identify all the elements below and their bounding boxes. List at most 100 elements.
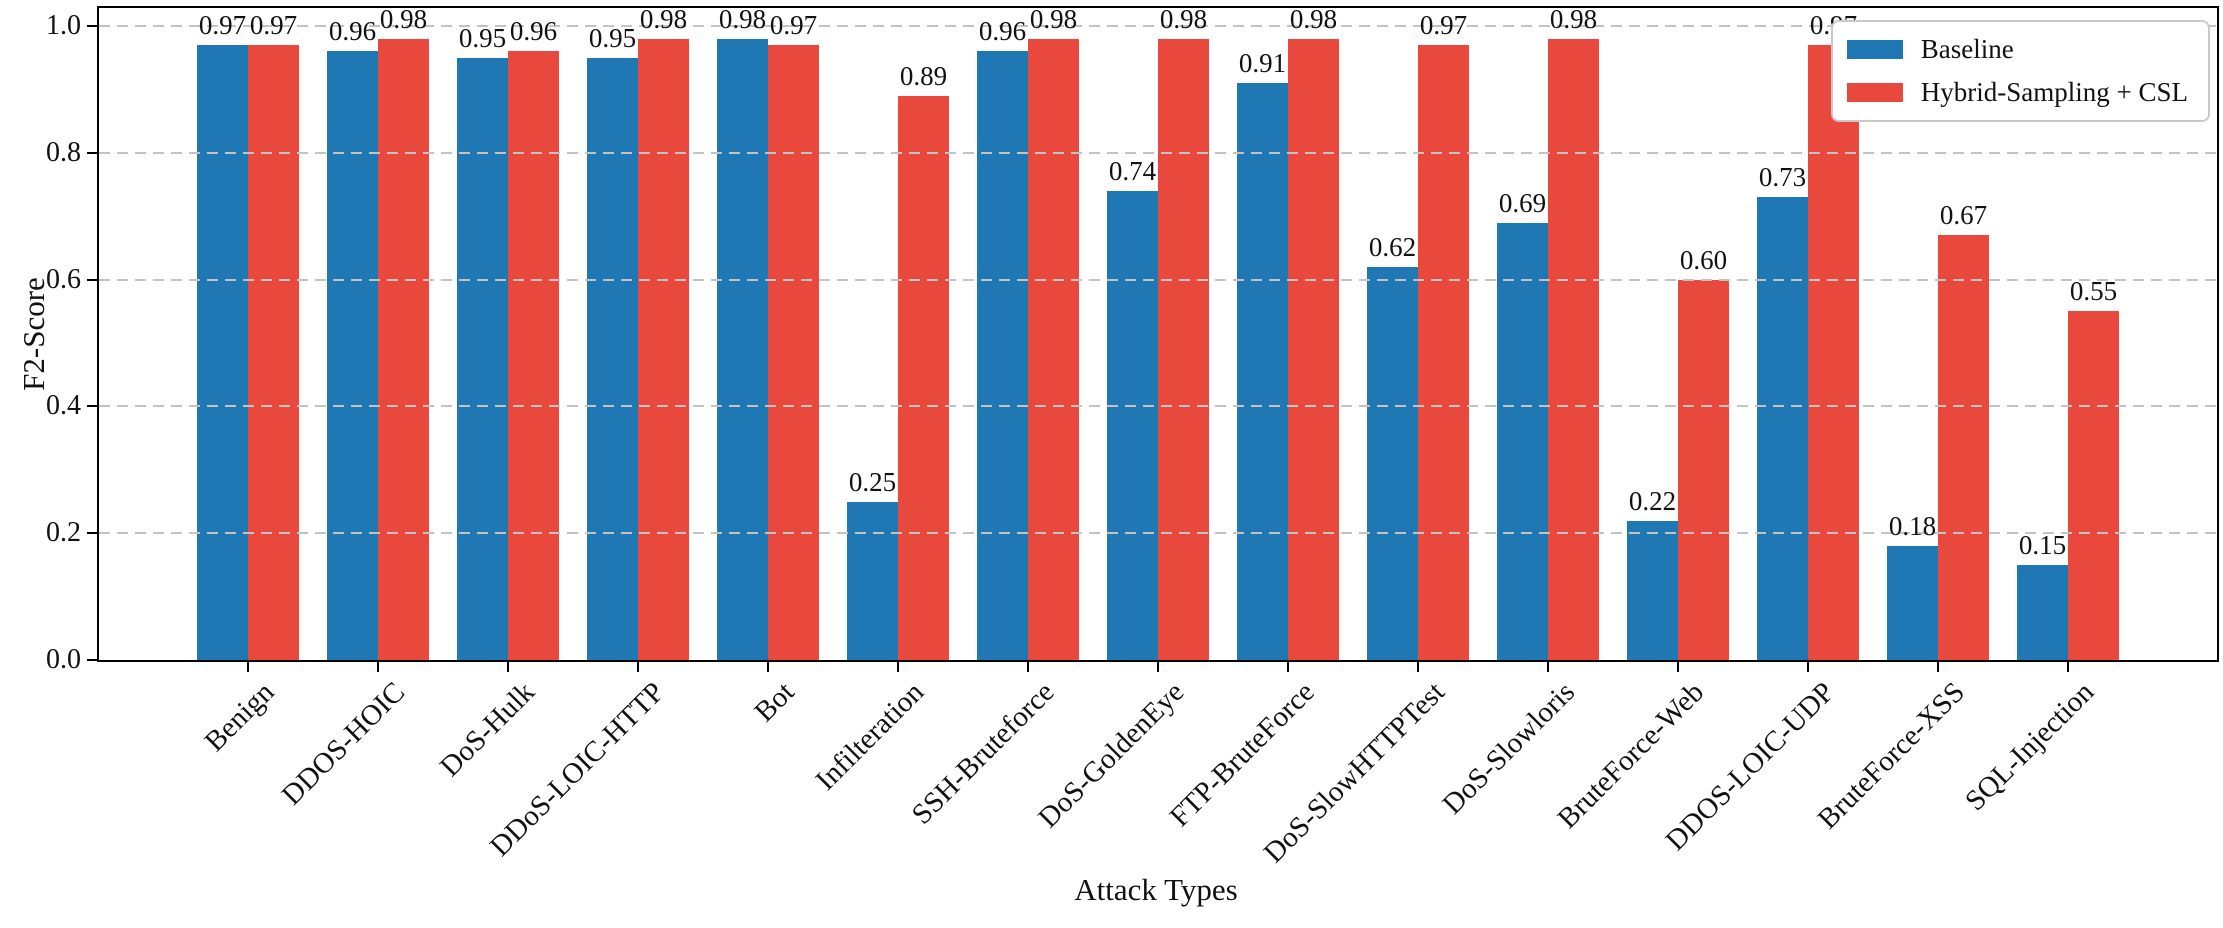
y-tick-label: 0.2 — [46, 517, 81, 549]
bar-hybrid-dos-slowhttptest — [1418, 45, 1469, 660]
x-tick-label: Bot — [748, 676, 801, 729]
gridline — [99, 151, 2217, 154]
legend-swatch-hybrid — [1846, 83, 1903, 102]
bar-hybrid-dos-slowloris — [1548, 38, 1599, 660]
y-tick-mark — [87, 532, 97, 535]
x-tick-mark — [1807, 662, 1809, 672]
bar-value-label: 0.62 — [1368, 231, 1417, 262]
bar-value-label: 0.97 — [1419, 10, 1468, 41]
x-tick-label: SQL-Injection — [1959, 676, 2101, 818]
x-tick-mark — [1417, 662, 1419, 672]
x-tick-mark — [1027, 662, 1029, 672]
bar-baseline-dos-hulk — [457, 57, 508, 660]
bar-value-label: 0.95 — [588, 22, 637, 53]
bar-hybrid-benign — [248, 45, 299, 660]
bar-value-label: 0.97 — [769, 10, 818, 41]
y-tick-label: 1.0 — [46, 10, 81, 41]
bar-value-label: 0.97 — [198, 10, 247, 41]
x-tick-mark — [1157, 662, 1159, 672]
bar-baseline-dos-slowhttptest — [1367, 266, 1418, 660]
x-tick-label: Benign — [198, 676, 281, 758]
y-tick-mark — [87, 25, 97, 27]
y-tick-mark — [87, 151, 97, 154]
bar-baseline-bot — [717, 38, 768, 660]
x-tick-mark — [247, 662, 249, 672]
bar-value-label: 0.18 — [1888, 510, 1937, 541]
bar-value-label: 0.98 — [379, 3, 428, 34]
y-tick-mark — [87, 659, 97, 661]
bar-value-label: 0.89 — [899, 60, 948, 91]
bar-hybrid-ddos-loic-udp — [1808, 45, 1859, 660]
bar-value-label: 0.55 — [2069, 276, 2118, 307]
y-tick-mark — [87, 405, 97, 408]
bar-hybrid-ssh-bruteforce — [1028, 38, 1079, 660]
x-tick-mark — [637, 662, 639, 672]
bar-value-label: 0.96 — [509, 16, 558, 47]
legend: Baseline Hybrid-Sampling + CSL — [1830, 20, 2210, 122]
bar-hybrid-dos-goldeneye — [1158, 38, 1209, 660]
x-tick-mark — [1937, 662, 1939, 672]
x-axis-title: Attack Types — [1074, 872, 1238, 907]
bar-baseline-ftp-bruteforce — [1237, 83, 1288, 660]
bar-value-label: 0.73 — [1758, 162, 1807, 193]
bar-value-label: 0.67 — [1939, 200, 1988, 231]
bar-hybrid-ddos-hoic — [378, 38, 429, 660]
x-tick-label: Infilteration — [810, 676, 931, 797]
legend-label-hybrid: Hybrid-Sampling + CSL — [1920, 77, 2188, 107]
bar-value-label: 0.60 — [1679, 244, 1728, 275]
gridline — [99, 405, 2217, 408]
bar-baseline-ddos-hoic — [327, 51, 378, 660]
legend-label-baseline: Baseline — [1920, 34, 2014, 64]
y-tick-label: 0.8 — [46, 136, 81, 168]
bar-hybrid-ftp-bruteforce — [1288, 38, 1339, 660]
bar-value-label: 0.96 — [978, 16, 1027, 47]
y-tick-label: 0.0 — [46, 644, 81, 675]
plot-area: 0.97 0.97 0.96 0.98 0.95 0.96 0.95 0.98 0.98 0.97… — [97, 3, 2219, 662]
bar-value-label: 0.98 — [639, 3, 688, 34]
x-tick-label: DDOS-HOIC — [275, 676, 411, 812]
x-tick-mark — [377, 662, 379, 672]
bar-baseline-dos-goldeneye — [1107, 190, 1158, 660]
bar-baseline-bruteforce-xss — [1887, 545, 1938, 660]
bar-value-label: 0.98 — [1029, 3, 1078, 34]
x-tick-mark — [1677, 662, 1679, 672]
x-tick-mark — [1287, 662, 1289, 672]
legend-entry-hybrid: Hybrid-Sampling + CSL — [1846, 77, 2188, 108]
x-tick-mark — [767, 662, 769, 672]
legend-entry-baseline: Baseline — [1846, 34, 2188, 65]
gridline — [99, 25, 2217, 27]
y-tick-label: 0.6 — [46, 263, 81, 295]
y-tick-mark — [87, 278, 97, 281]
bar-hybrid-infilteration — [898, 95, 949, 660]
bar-baseline-dos-slowloris — [1497, 222, 1548, 660]
x-tick-label: DoS-Slowloris — [1436, 676, 1581, 821]
bar-value-label: 0.25 — [848, 466, 897, 497]
bar-hybrid-dos-hulk — [508, 51, 559, 660]
bar-value-label: 0.22 — [1628, 485, 1677, 516]
bar-value-label: 0.98 — [1159, 3, 1208, 34]
x-tick-mark — [2067, 662, 2069, 672]
bar-value-label: 0.91 — [1238, 48, 1287, 79]
bar-value-label: 0.74 — [1108, 155, 1157, 186]
x-tick-mark — [897, 662, 899, 672]
bar-baseline-sql-injection — [2017, 564, 2068, 660]
gridline — [99, 278, 2217, 281]
bar-baseline-infilteration — [847, 501, 898, 660]
bar-hybrid-bruteforce-web — [1678, 279, 1729, 660]
bar-baseline-benign — [197, 45, 248, 660]
bar-value-label: 0.98 — [718, 3, 767, 34]
legend-swatch-baseline — [1846, 40, 1903, 59]
bar-hybrid-bot — [768, 45, 819, 660]
bar-value-label: 0.98 — [1289, 3, 1338, 34]
bar-hybrid-bruteforce-xss — [1938, 235, 1989, 660]
bar-value-label: 0.98 — [1549, 3, 1598, 34]
x-tick-mark — [1547, 662, 1549, 672]
bar-baseline-ddos-loic-http — [587, 57, 638, 660]
bar-value-label: 0.15 — [2018, 529, 2067, 560]
bar-value-label: 0.97 — [249, 10, 298, 41]
bar-hybrid-ddos-loic-http — [638, 38, 689, 660]
bar-baseline-ddos-loic-udp — [1757, 197, 1808, 660]
gridline — [99, 532, 2217, 535]
bar-value-label: 0.95 — [458, 22, 507, 53]
